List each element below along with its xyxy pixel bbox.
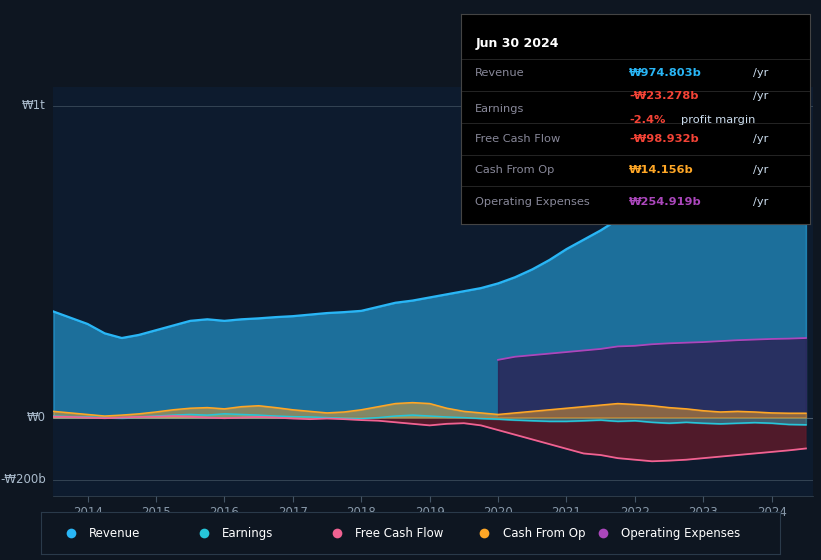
Text: /yr: /yr [753, 68, 768, 78]
Text: Operating Expenses: Operating Expenses [475, 197, 590, 207]
Text: Free Cash Flow: Free Cash Flow [475, 134, 561, 144]
Text: Earnings: Earnings [222, 527, 273, 540]
Text: ₩974.803b: ₩974.803b [629, 68, 702, 78]
Text: -2.4%: -2.4% [629, 115, 665, 125]
Text: Revenue: Revenue [475, 68, 525, 78]
Text: ₩0: ₩0 [27, 411, 46, 424]
Text: Free Cash Flow: Free Cash Flow [355, 527, 443, 540]
Text: profit margin: profit margin [681, 115, 755, 125]
Text: ₩14.156b: ₩14.156b [629, 165, 694, 175]
Text: Cash From Op: Cash From Op [502, 527, 585, 540]
Text: Cash From Op: Cash From Op [475, 165, 555, 175]
Text: /yr: /yr [753, 197, 768, 207]
Text: ₩1t: ₩1t [22, 99, 46, 112]
Text: /yr: /yr [753, 91, 768, 101]
Text: Revenue: Revenue [89, 527, 140, 540]
Text: /yr: /yr [753, 165, 768, 175]
Text: /yr: /yr [753, 134, 768, 144]
Text: Earnings: Earnings [475, 104, 525, 114]
Text: -₩23.278b: -₩23.278b [629, 91, 699, 101]
Text: -₩200b: -₩200b [0, 474, 46, 487]
Text: Operating Expenses: Operating Expenses [621, 527, 741, 540]
Text: Jun 30 2024: Jun 30 2024 [475, 37, 559, 50]
Text: ₩254.919b: ₩254.919b [629, 197, 702, 207]
Text: -₩98.932b: -₩98.932b [629, 134, 699, 144]
